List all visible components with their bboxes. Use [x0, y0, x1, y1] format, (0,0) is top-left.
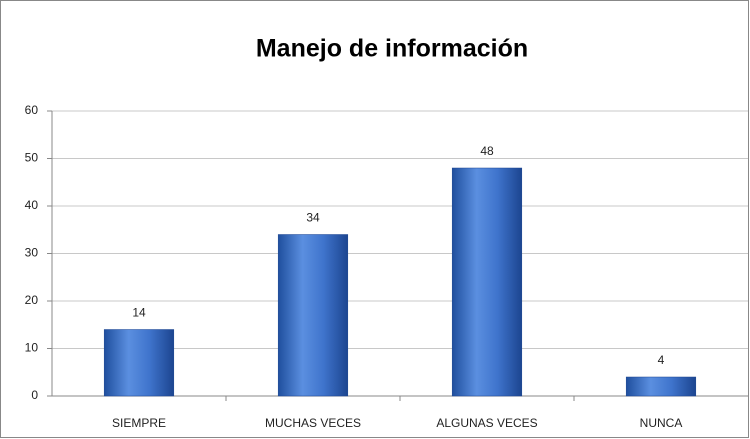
y-tick-label: 60	[25, 103, 39, 117]
data-label: 4	[658, 353, 665, 367]
y-tick-label: 50	[25, 151, 39, 165]
x-tick-label: MUCHAS VECES	[265, 416, 361, 430]
bar	[277, 234, 349, 397]
data-label: 48	[480, 144, 494, 158]
data-label: 14	[132, 306, 146, 320]
chart-title: Manejo de información	[256, 35, 528, 63]
x-tick-label: NUNCA	[640, 416, 683, 430]
bar	[451, 167, 523, 397]
y-tick-label: 20	[25, 293, 39, 307]
bar	[625, 376, 697, 397]
y-tick-label: 40	[25, 198, 39, 212]
y-tick-label: 10	[25, 341, 39, 355]
data-label: 34	[306, 211, 320, 225]
x-tick-label: ALGUNAS VECES	[436, 416, 537, 430]
x-tick-label: SIEMPRE	[112, 416, 166, 430]
y-tick-label: 0	[31, 388, 38, 402]
y-tick-label: 30	[25, 246, 39, 260]
bar	[103, 329, 175, 397]
